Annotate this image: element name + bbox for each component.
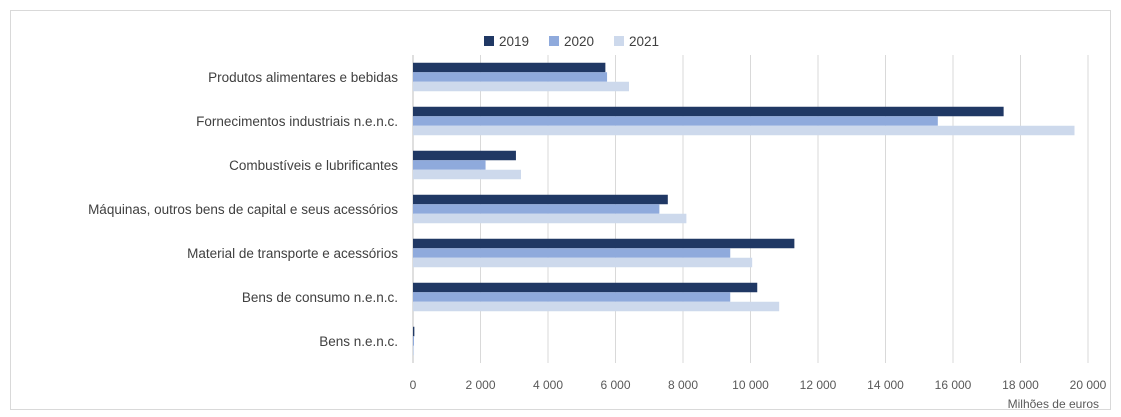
legend-swatch-2020: [549, 36, 559, 46]
x-tick-label: 18 000: [1002, 378, 1039, 392]
bar-2019: [413, 62, 606, 73]
legend: 2019 2020 2021: [484, 34, 659, 49]
x-tick-label: 4 000: [533, 378, 563, 392]
chart-frame: 2019 2020 2021 Produtos alimentares e bebi…: [10, 10, 1111, 411]
x-axis-unit-label: Milhões de euros: [1008, 397, 1099, 411]
bar-2019: [413, 194, 668, 205]
bar-2021: [413, 81, 629, 92]
category-label: Máquinas, outros bens de capital e seus …: [88, 202, 398, 217]
bar-2019: [413, 150, 516, 161]
x-tick-label: 0: [410, 378, 417, 392]
legend-swatch-2021: [614, 36, 624, 46]
legend-swatch-2019: [484, 36, 494, 46]
category-label: Bens de consumo n.e.n.c.: [242, 290, 398, 305]
bar-2019: [413, 282, 758, 293]
gridlines: [412, 55, 1089, 363]
bar-2020: [413, 160, 486, 170]
category-label: Produtos alimentares e bebidas: [208, 70, 398, 85]
bar-2021: [413, 301, 780, 312]
category-label: Combustíveis e lubrificantes: [229, 158, 398, 173]
bar-2020: [413, 204, 660, 214]
category-label: Material de transporte e acessórios: [187, 246, 398, 261]
category-labels: Produtos alimentares e bebidas Fornecimen…: [88, 70, 398, 349]
legend-label-2020: 2020: [564, 34, 594, 49]
bar-2020: [413, 336, 415, 346]
category-label: Fornecimentos industriais n.e.n.c.: [196, 114, 398, 129]
bars: [413, 62, 1075, 356]
bar-2019: [413, 106, 1004, 117]
bar-2021: [413, 257, 753, 268]
x-tick-label: 2 000: [465, 378, 495, 392]
x-tick-label: 14 000: [867, 378, 904, 392]
bar-2021: [413, 125, 1075, 136]
category-label: Bens n.e.n.c.: [319, 334, 398, 349]
bar-2021: [413, 213, 687, 224]
x-tick-label: 16 000: [935, 378, 972, 392]
x-axis-ticks: 0 2 000 4 000 6 000 8 000 10 000 12 000 14 000 1…: [410, 378, 1107, 392]
x-tick-label: 8 000: [668, 378, 698, 392]
bar-2021: [413, 169, 521, 180]
x-tick-label: 10 000: [732, 378, 769, 392]
legend-label-2021: 2021: [629, 34, 659, 49]
bar-2019: [413, 326, 415, 337]
x-tick-label: 12 000: [800, 378, 837, 392]
bar-chart: 2019 2020 2021 Produtos alimentares e bebi…: [88, 34, 1107, 411]
bar-2020: [413, 292, 731, 302]
bar-2021: [413, 345, 415, 356]
bar-2020: [413, 248, 731, 258]
legend-label-2019: 2019: [499, 34, 529, 49]
bar-2020: [413, 116, 938, 126]
bar-2020: [413, 72, 608, 82]
bar-2019: [413, 238, 795, 249]
x-tick-label: 20 000: [1070, 378, 1107, 392]
x-tick-label: 6 000: [600, 378, 630, 392]
